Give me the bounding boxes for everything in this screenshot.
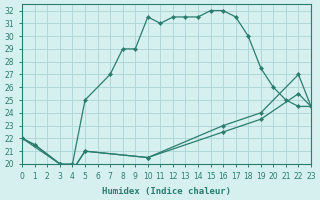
- X-axis label: Humidex (Indice chaleur): Humidex (Indice chaleur): [102, 187, 231, 196]
